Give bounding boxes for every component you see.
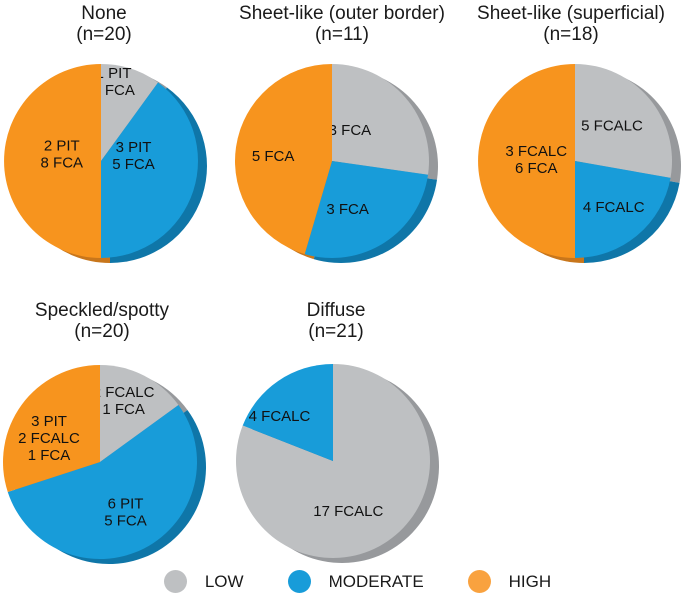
pie: 2 FCALC 1 FCA 6 PIT 5 FCA 3 PIT 2 FCALC 1 FCA bbox=[3, 365, 198, 560]
pie: 17 FCALC 4 FCALC bbox=[236, 364, 431, 558]
legend-dot-high-icon bbox=[467, 570, 491, 593]
pie-title-text: Speckled/spotty bbox=[34, 300, 170, 321]
pie-title-count: (n=11) bbox=[314, 24, 370, 45]
pie-slice-moderate bbox=[304, 161, 429, 258]
slice-label: 2 PIT 8 FCA bbox=[41, 138, 84, 172]
pie-title-count: (n=18) bbox=[543, 24, 599, 45]
pie-slice-high bbox=[478, 64, 575, 258]
pie-title-count: (n=21) bbox=[308, 321, 364, 342]
slice-label: 17 FCALC bbox=[313, 503, 383, 520]
pie-title: Diffuse (n=21) bbox=[196, 300, 476, 342]
pie-slice-low bbox=[575, 64, 673, 178]
pie-slice-moderate bbox=[101, 82, 198, 258]
pie-slice-low bbox=[332, 64, 429, 175]
pie-title-text: Sheet-like (superficial) bbox=[477, 3, 665, 24]
legend-dot-low-icon bbox=[163, 570, 187, 593]
pie-title-text: Sheet-like (outer border) bbox=[239, 3, 445, 24]
pie-slice-moderate bbox=[7, 404, 198, 560]
slice-label: 2 FCALC 1 FCA bbox=[93, 384, 155, 418]
pie-slice-low bbox=[236, 364, 431, 558]
pie-title-count: (n=20) bbox=[76, 24, 132, 45]
slice-label: 3 PIT 2 FCALC 1 FCA bbox=[18, 413, 80, 464]
pie-slice-high bbox=[3, 365, 100, 492]
pie-title: Sheet-like (superficial) (n=18) bbox=[431, 3, 685, 45]
pie-slice-moderate bbox=[242, 364, 333, 461]
pie-slice-high bbox=[235, 64, 332, 255]
slice-label: 5 FCALC bbox=[581, 117, 643, 134]
slice-label: 4 FCALC bbox=[249, 408, 311, 425]
pie: 1 PIT 1 FCA 3 PIT 5 FCA 2 PIT 8 FCA bbox=[4, 64, 198, 258]
pie-slice-low bbox=[101, 64, 159, 161]
slice-label: 4 FCALC bbox=[583, 199, 645, 216]
legend-item-low: LOW bbox=[163, 570, 244, 593]
pie-title-count: (n=20) bbox=[74, 321, 130, 342]
legend-label-high: HIGH bbox=[508, 571, 552, 591]
legend-dot-moderate-icon bbox=[287, 570, 311, 593]
pie-slice-moderate bbox=[575, 161, 671, 258]
pie-slice-high bbox=[4, 64, 101, 258]
legend-item-moderate: MODERATE bbox=[287, 570, 424, 593]
legend: LOW MODERATE HIGH bbox=[30, 570, 685, 593]
pie-title: Speckled/spotty (n=20) bbox=[0, 300, 242, 342]
slice-label: 3 FCA bbox=[329, 122, 372, 139]
legend-label-moderate: MODERATE bbox=[328, 571, 424, 591]
legend-item-high: HIGH bbox=[467, 570, 552, 593]
slice-label: 3 FCA bbox=[326, 201, 369, 218]
pie-title-text: None bbox=[81, 3, 127, 24]
slice-label: 3 FCALC 6 FCA bbox=[505, 143, 567, 177]
pie-title: None (n=20) bbox=[0, 3, 244, 45]
slice-label: 5 FCA bbox=[252, 148, 295, 165]
pie-slice-low bbox=[100, 365, 179, 462]
slice-label: 3 PIT 5 FCA bbox=[112, 139, 155, 173]
pie: 3 FCA 3 FCA 5 FCA bbox=[235, 64, 429, 258]
slice-label: 1 PIT 1 FCA bbox=[92, 65, 135, 99]
pie-title: Sheet-like (outer border) (n=11) bbox=[202, 3, 482, 45]
legend-label-low: LOW bbox=[204, 571, 244, 591]
slice-label: 6 PIT 5 FCA bbox=[104, 496, 147, 530]
pie-title-text: Diffuse bbox=[306, 300, 366, 321]
pie: 5 FCALC 4 FCALC 3 FCALC 6 FCA bbox=[478, 64, 673, 258]
